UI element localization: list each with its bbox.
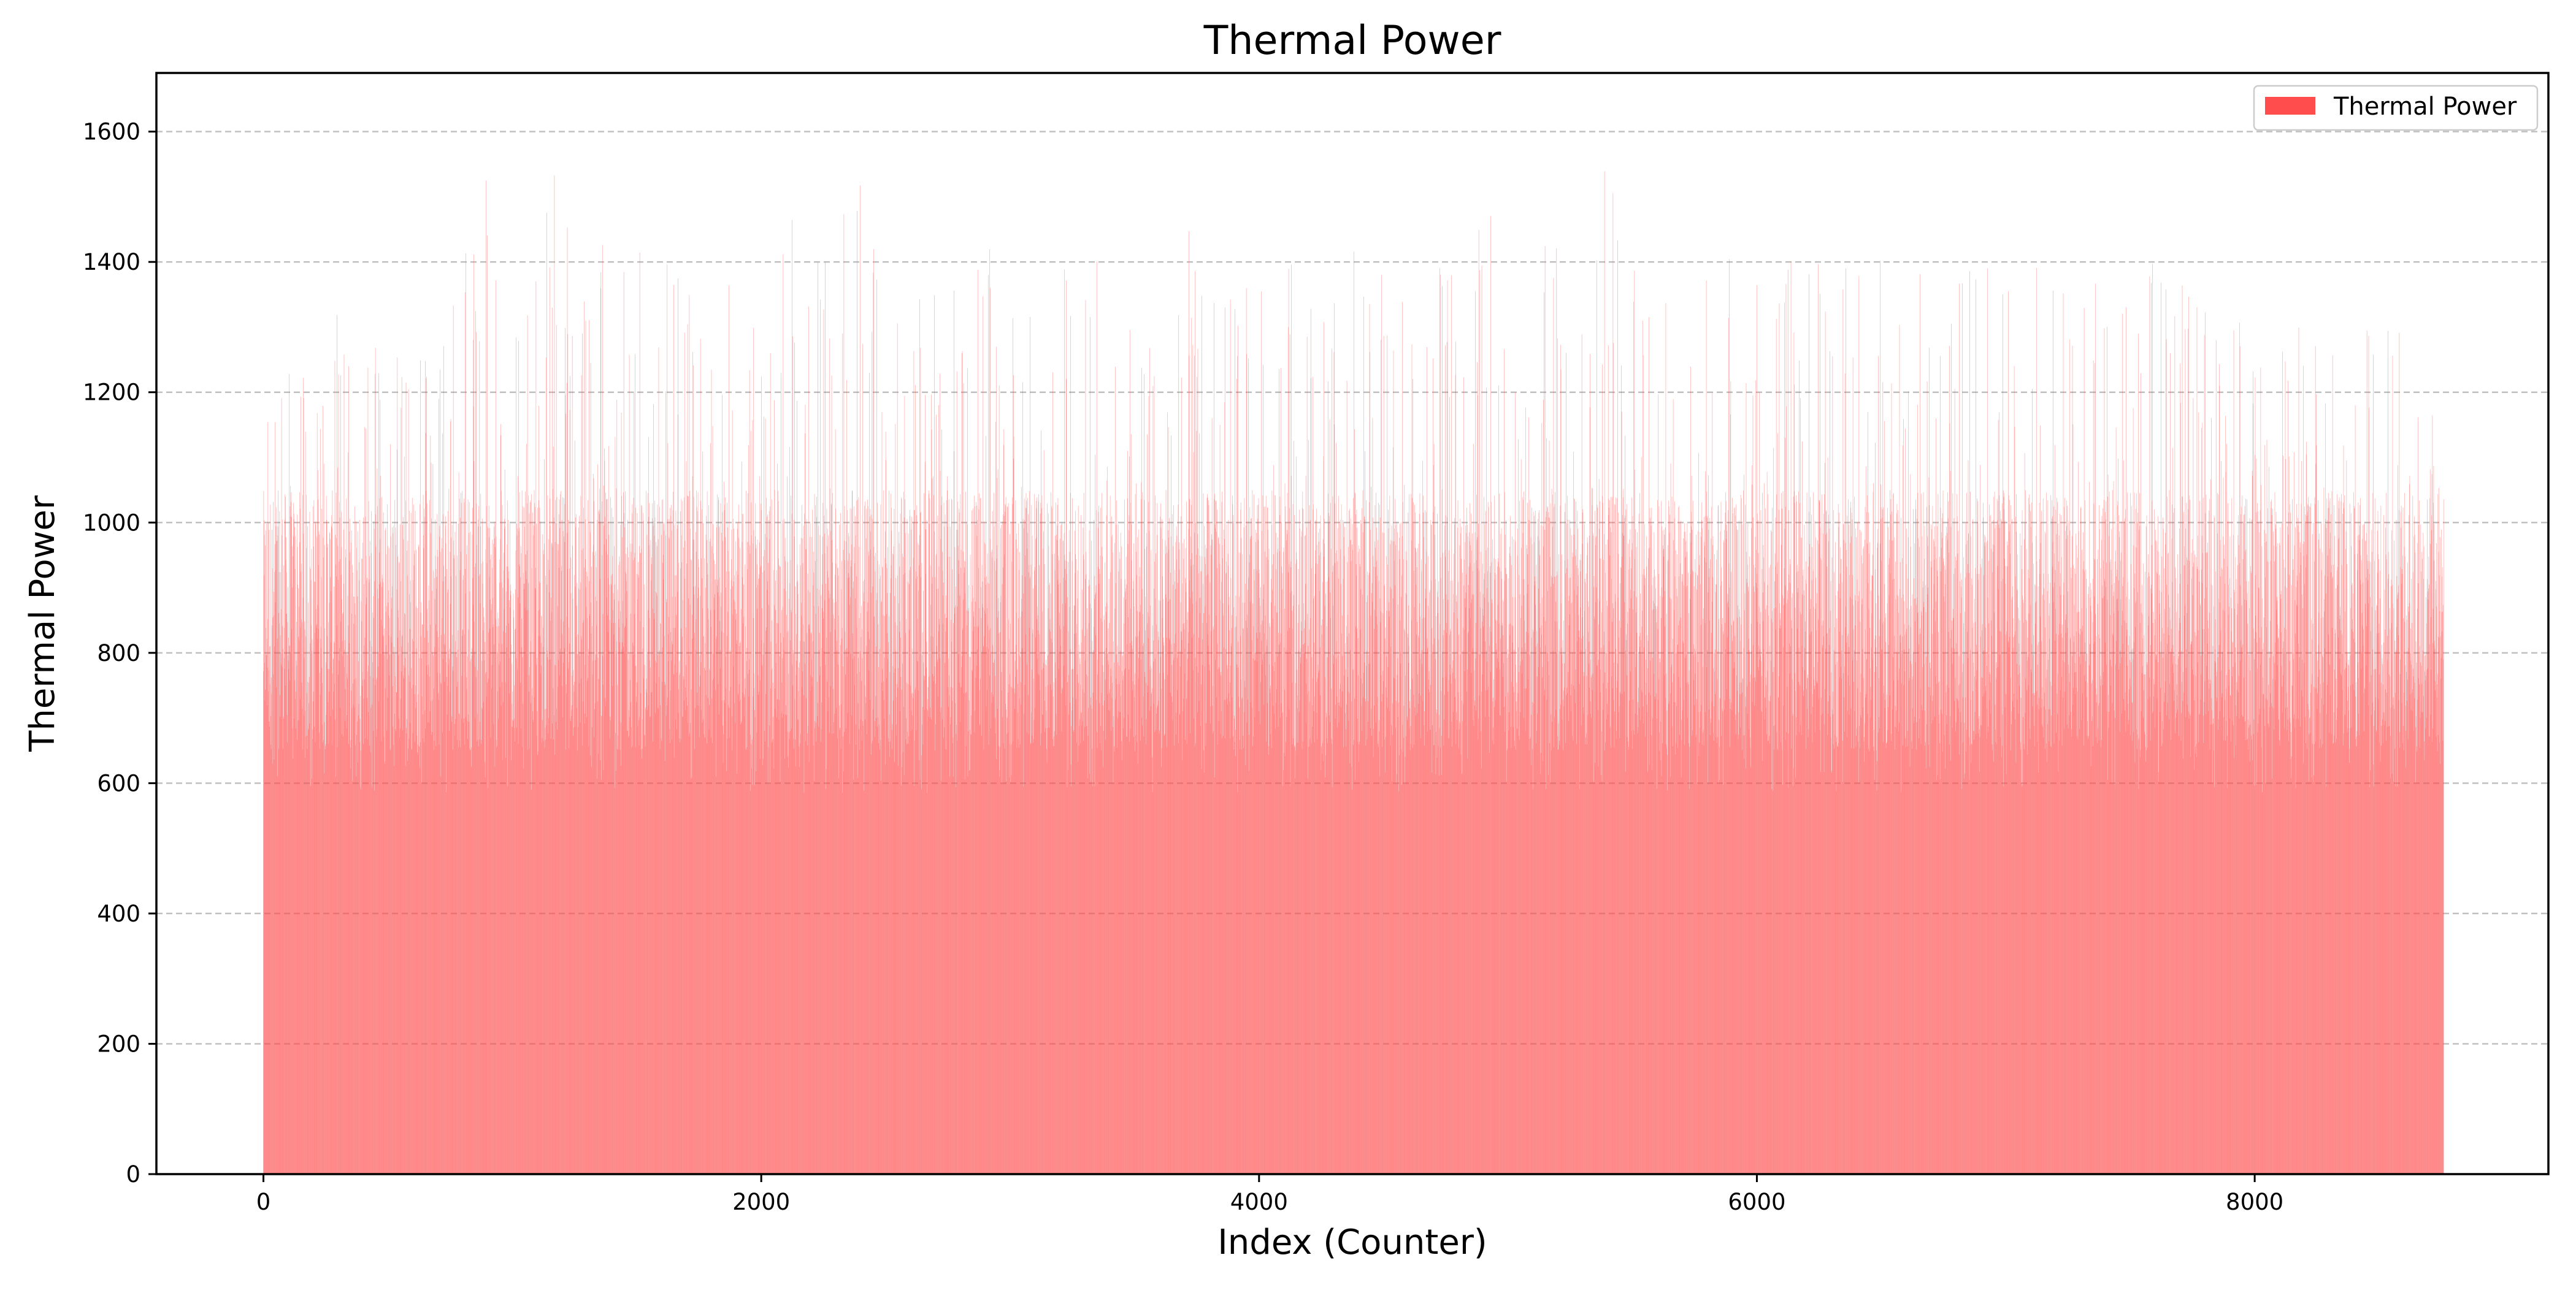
chart-svg: 02000400060008000 0200400600800100012001… xyxy=(0,0,2576,1288)
chart: 02000400060008000 0200400600800100012001… xyxy=(0,0,2576,1288)
